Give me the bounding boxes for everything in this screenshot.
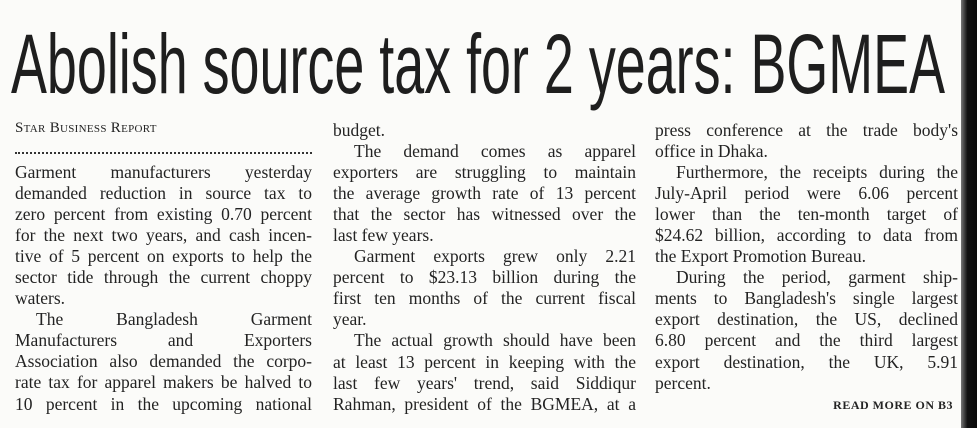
text-line: tive of 5 percent on exports to help the	[15, 245, 312, 266]
text-line: $24.62 billion, according to data from	[655, 224, 958, 245]
text-line: The Bangladesh Garment	[36, 309, 312, 330]
text-line: July-April period were 6.06 percent	[655, 182, 958, 203]
text-line: rate tax for apparel makers be halved to	[15, 372, 312, 393]
text-line: the Export Promotion Bureau.	[655, 246, 866, 267]
text-line: Association also demanded the corpo-	[15, 351, 312, 372]
text-line: Garment manufacturers yesterday	[15, 161, 312, 182]
byline: Star Business Report	[15, 120, 157, 136]
text-line: Garment exports grew only 2.21	[354, 246, 636, 267]
headline: Abolish source tax for 2 years: BGMEA	[11, 17, 945, 111]
headline-area: Abolish source tax for 2 years: BGMEA	[11, 17, 945, 111]
text-line: Furthermore, the receipts during the	[676, 161, 958, 182]
text-line: lower than the ten-month target of	[655, 203, 958, 224]
text-line: year.	[333, 309, 367, 330]
paragraph: The demand comes as apparel exporters are…	[333, 141, 636, 246]
text-line: The actual growth should have been	[354, 330, 636, 351]
text-line: percent.	[655, 372, 711, 393]
text-line: office in Dhaka.	[655, 140, 768, 161]
text-line: last few years' trend, said Siddiqur	[333, 372, 636, 393]
text-line: export destination, the US, declined	[655, 309, 958, 330]
text-line: percent to $23.13 billion during the	[333, 267, 636, 288]
column: press conference at the trade body's offi…	[655, 120, 958, 394]
text-line: demanded reduction in source tax to	[15, 182, 312, 203]
paragraph: The actual growth should have been at lea…	[333, 330, 636, 414]
read-more: READ MORE ON B3	[833, 398, 953, 412]
text-line: export destination, the UK, 5.91	[655, 351, 958, 372]
text-line: for the next two years, and cash incen-	[15, 224, 312, 245]
text-line: ments to Bangladesh's single largest	[655, 288, 958, 309]
paragraph: Garment exports grew only 2.21 percent to…	[333, 246, 636, 330]
text-line: 10 percent in the upcoming national	[15, 393, 312, 414]
paragraph: The Bangladesh Garment Manufacturers and …	[15, 309, 312, 414]
text-line: exporters are struggling to maintain	[333, 161, 636, 182]
byline-rule	[15, 152, 312, 154]
page-edge	[961, 0, 977, 428]
text-line: 6.80 percent and the third largest	[655, 330, 958, 351]
column: budget. The demand comes as apparel export…	[333, 120, 636, 415]
text-line: Manufacturers and Exporters	[15, 330, 312, 351]
text-line: zero percent from existing 0.70 percent	[15, 203, 312, 224]
text-line: last few years.	[333, 224, 434, 245]
text-line: Rahman, president of the BGMEA, at a	[333, 393, 636, 414]
paragraph: press conference at the trade body's offi…	[655, 120, 958, 162]
text-line: During the period, garment ship-	[676, 267, 958, 288]
text-line: at least 13 percent in keeping with the	[333, 351, 636, 372]
text-line: sector tide through the current choppy	[15, 266, 312, 287]
paragraph: budget.	[333, 120, 636, 141]
text-line: the average growth rate of 13 percent	[333, 182, 636, 203]
paragraph: Garment manufacturers yesterday demanded …	[15, 162, 312, 310]
text-line: budget.	[333, 119, 386, 140]
paragraph: During the period, garment ship-ments to…	[655, 267, 958, 394]
text-line: that the sector has witnessed over the	[333, 203, 636, 224]
paragraph: Furthermore, the receipts during the July…	[655, 162, 958, 267]
column: Garment manufacturers yesterday demanded …	[15, 162, 312, 415]
text-line: first ten months of the current fiscal	[333, 288, 636, 309]
text-line: The demand comes as apparel	[354, 140, 636, 161]
text-line: waters.	[15, 288, 66, 309]
text-line: press conference at the trade body's	[655, 119, 958, 140]
